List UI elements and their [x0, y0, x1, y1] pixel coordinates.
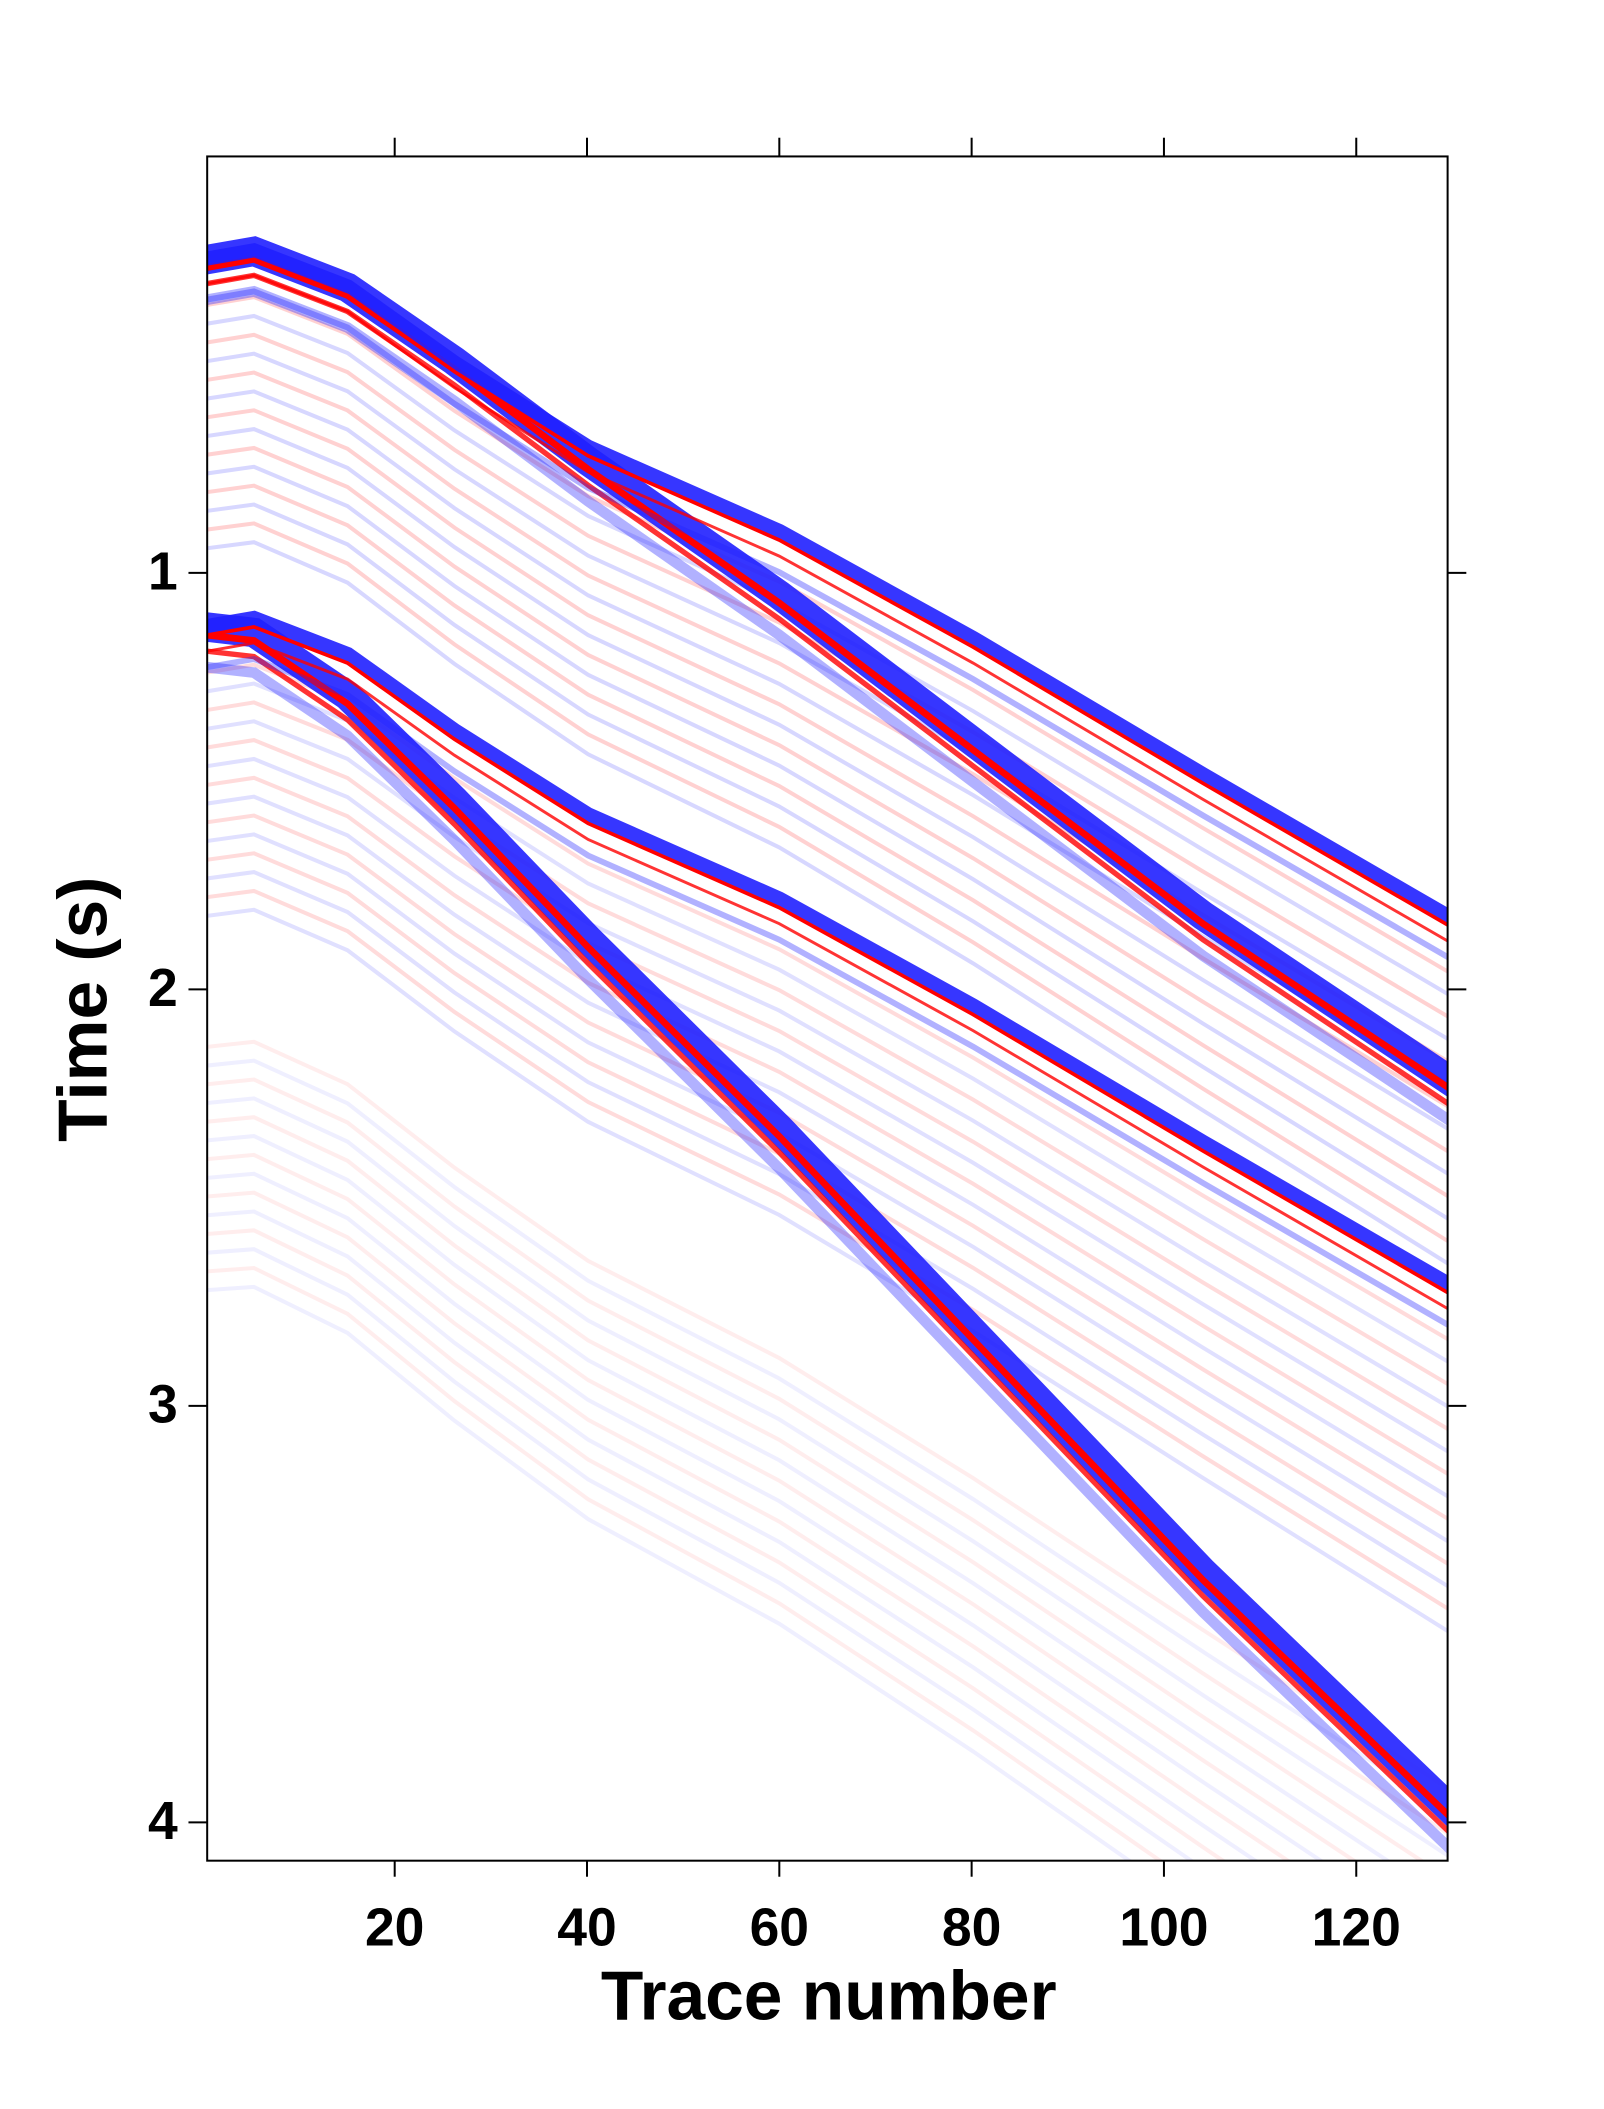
- faint-event: [207, 332, 1448, 1019]
- faint-event: [207, 1190, 1292, 1861]
- faint-event: [207, 1284, 1133, 1861]
- faint-event: [207, 408, 1448, 1109]
- faint-event: [207, 540, 1448, 1266]
- event-peak: [207, 625, 1448, 1295]
- faint-event: [207, 1171, 1325, 1861]
- x-tick-label: 120: [1312, 1899, 1401, 1958]
- faint-event: [207, 427, 1448, 1132]
- faint-event: [207, 832, 1448, 1544]
- x-tick-label: 80: [942, 1899, 1001, 1958]
- faint-event: [207, 483, 1448, 1199]
- y-tick-label: 2: [148, 959, 178, 1018]
- faint-event: [207, 389, 1448, 1087]
- seismic-image: [207, 236, 1448, 1861]
- faint-event: [207, 1077, 1448, 1836]
- event-peak: [207, 631, 1448, 1820]
- faint-event: [207, 1096, 1448, 1858]
- y-tick-label: 3: [148, 1376, 178, 1435]
- event-side: [207, 661, 1448, 1854]
- event-trough: [207, 242, 1448, 927]
- faint-event: [207, 681, 1448, 1364]
- faint-event: [207, 521, 1448, 1244]
- faint-event: [207, 700, 1448, 1387]
- faint-event: [207, 1266, 1164, 1861]
- faint-event: [207, 1134, 1392, 1861]
- event-side: [207, 655, 1448, 1329]
- x-tick-label: 40: [557, 1899, 616, 1958]
- faint-event: [207, 1209, 1259, 1861]
- faint-event: [207, 907, 1448, 1634]
- x-axis-label: Trace number: [601, 1956, 1057, 2034]
- faint-event: [207, 1228, 1227, 1861]
- faint-event: [207, 851, 1448, 1566]
- faint-event: [207, 1058, 1448, 1814]
- faint-event: [207, 445, 1448, 1154]
- event-side: [207, 288, 1448, 961]
- faint-event: [207, 1115, 1425, 1861]
- event-peak: [207, 648, 1448, 1835]
- event-peak: [207, 257, 1448, 928]
- x-tick-label: 100: [1119, 1899, 1208, 1958]
- plot-frame: [206, 155, 1449, 1862]
- faint-event: [207, 813, 1448, 1522]
- x-tick-label: 60: [750, 1899, 809, 1958]
- event-peak: [207, 273, 1448, 943]
- faint-event: [207, 775, 1448, 1477]
- faint-event: [207, 464, 1448, 1176]
- faint-event: [207, 295, 1448, 974]
- event-side: [207, 285, 1448, 1126]
- faint-event: [207, 1247, 1195, 1861]
- x-tick-label: 20: [365, 1899, 424, 1958]
- y-tick-label: 1: [148, 543, 178, 602]
- y-tick-label: 4: [148, 1792, 178, 1851]
- faint-event: [207, 888, 1448, 1611]
- faint-event: [207, 313, 1448, 997]
- faint-event: [207, 1152, 1358, 1861]
- event-trough: [207, 610, 1448, 1294]
- y-axis-label: Time (s): [44, 877, 122, 1142]
- faint-event: [207, 794, 1448, 1499]
- faint-event: [207, 870, 1448, 1589]
- faint-event: [207, 1039, 1448, 1791]
- faint-event: [207, 502, 1448, 1221]
- event-peak: [207, 641, 1448, 1311]
